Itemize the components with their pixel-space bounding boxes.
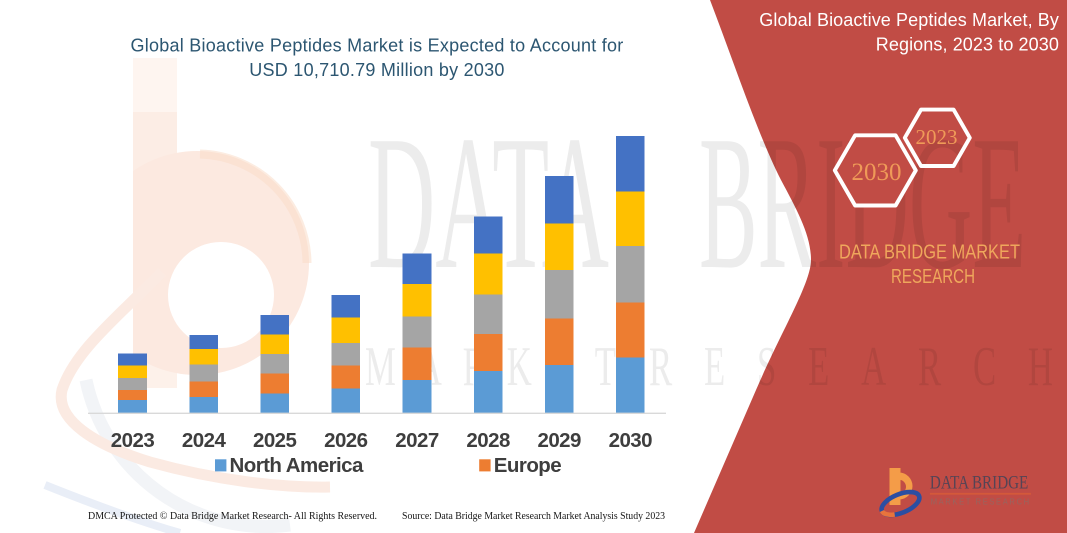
svg-text:RESEARCH: RESEARCH (891, 265, 975, 288)
svg-text:2030: 2030 (609, 429, 653, 452)
svg-text:DATA BRIDGE MARKET: DATA BRIDGE MARKET (839, 241, 1020, 264)
svg-text:2028: 2028 (466, 429, 510, 452)
svg-text:DMCA Protected © Data Bridge M: DMCA Protected © Data Bridge Market Rese… (88, 511, 377, 522)
svg-text:DATA BRIDGE: DATA BRIDGE (930, 474, 1028, 494)
svg-text:North America: North America (230, 454, 364, 477)
svg-text:USD 10,710.79 Million by 2030: USD 10,710.79 Million by 2030 (249, 60, 504, 80)
svg-text:2023: 2023 (111, 429, 155, 452)
svg-text:2027: 2027 (395, 429, 439, 452)
svg-text:Source: Data Bridge Market Res: Source: Data Bridge Market Research Mark… (402, 511, 665, 522)
svg-text:2025: 2025 (253, 429, 297, 452)
svg-text:2023: 2023 (916, 125, 958, 149)
svg-text:Global Bioactive Peptides Mark: Global Bioactive Peptides Market, By (759, 10, 1059, 30)
svg-text:2026: 2026 (324, 429, 368, 452)
svg-text:MARKET RESEARCH: MARKET RESEARCH (931, 496, 1031, 506)
svg-text:2024: 2024 (182, 429, 227, 452)
svg-text:2030: 2030 (852, 159, 902, 186)
svg-text:Regions, 2023 to 2030: Regions, 2023 to 2030 (876, 35, 1059, 55)
svg-text:Global Bioactive Peptides Mark: Global Bioactive Peptides Market is Expe… (131, 35, 624, 55)
svg-text:2029: 2029 (537, 429, 581, 452)
svg-text:Europe: Europe (494, 454, 561, 477)
